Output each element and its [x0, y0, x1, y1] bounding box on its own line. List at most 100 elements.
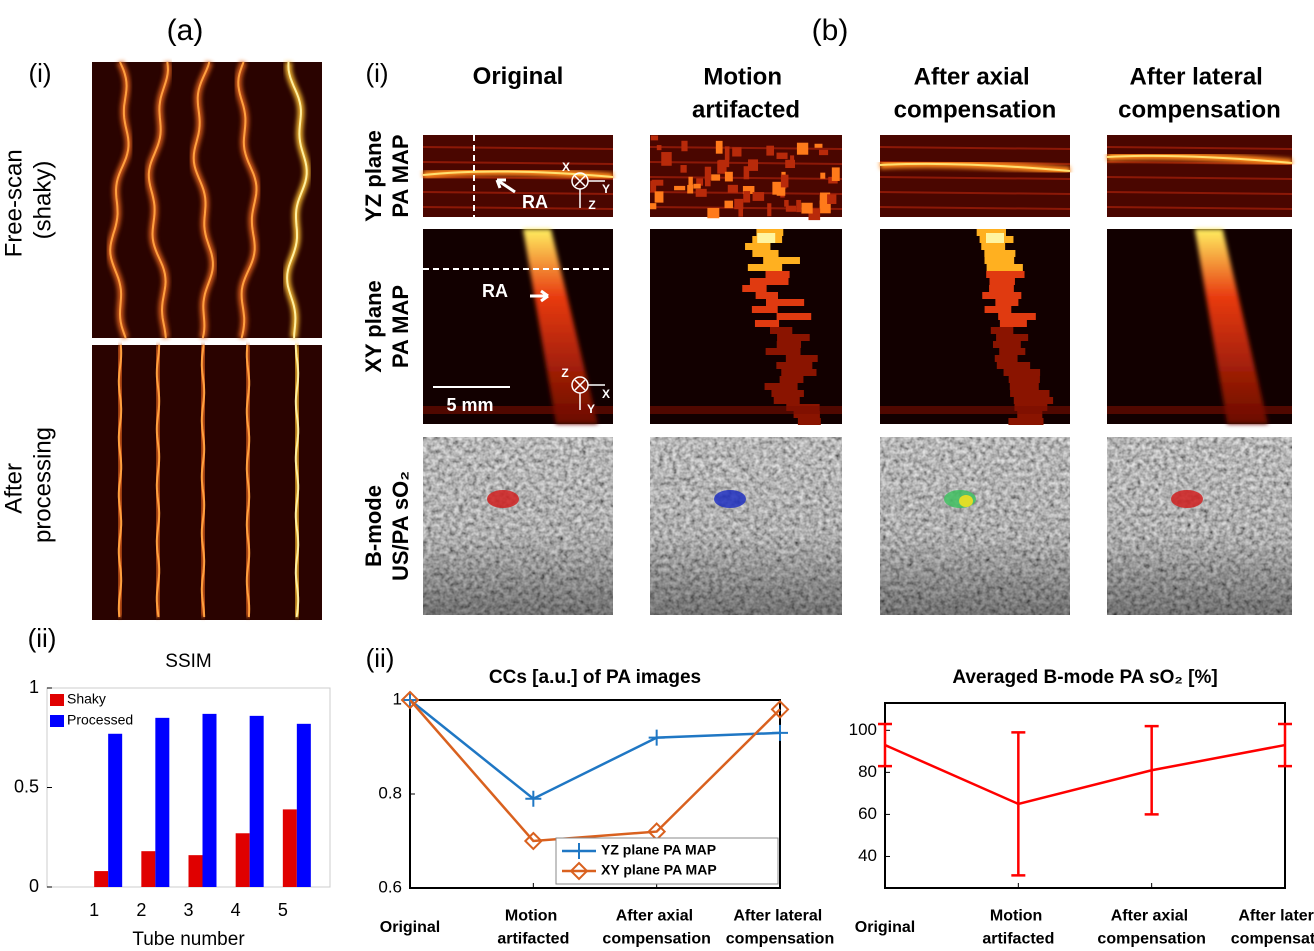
chart-title: CCs [a.u.] of PA images: [489, 667, 701, 688]
xy-block: [786, 355, 818, 362]
xy-block: [987, 264, 1023, 271]
yz-block: [732, 147, 741, 156]
column-header: Original: [473, 63, 564, 90]
xy-block: [1000, 320, 1027, 327]
xy-hot: [986, 233, 1004, 243]
x-axis-label: Tube number: [132, 929, 245, 950]
yz-block: [651, 135, 658, 140]
subpanel-label: (i): [28, 58, 51, 88]
xy-block: [993, 341, 1021, 348]
row-label: YZ plane: [361, 130, 386, 222]
xy-block: [985, 257, 1015, 264]
yz-block: [696, 189, 707, 197]
xy-block: [766, 299, 804, 306]
xy-block: [748, 264, 782, 271]
bar: [283, 809, 297, 887]
x-tick-label: Motion artifacted: [982, 908, 1054, 948]
chart-title: SSIM: [165, 651, 211, 672]
y-tick-label: 80: [858, 762, 877, 781]
y-tick-label: 40: [858, 846, 877, 865]
x-tick-label: Motion artifacted: [497, 908, 569, 948]
x-tick-label: 4: [231, 900, 241, 920]
xy-block: [798, 418, 821, 425]
xy-bottom: [880, 406, 1070, 414]
yz-block: [655, 191, 664, 202]
xy-block: [1008, 418, 1043, 425]
xy-block: [986, 271, 1024, 278]
yz-block: [796, 200, 801, 212]
x-tick-label: Original: [380, 919, 440, 936]
bar: [94, 871, 108, 887]
bar: [108, 734, 122, 887]
xy-block: [990, 278, 1015, 285]
legend-swatch: [50, 694, 64, 706]
xy-block: [750, 278, 789, 285]
yz-block: [725, 172, 733, 182]
yz-block: [785, 160, 795, 168]
bar: [297, 724, 311, 887]
x-tick-label: After lateral compensation: [1231, 908, 1314, 948]
bar: [189, 855, 203, 887]
yz-block: [652, 180, 664, 186]
annotation: Z: [588, 198, 595, 212]
yz-block: [767, 203, 771, 216]
xy-block: [771, 390, 803, 397]
x-tick-label: After axial compensation: [602, 908, 710, 948]
x-tick-label: 5: [278, 900, 288, 920]
yz-block: [693, 184, 700, 189]
column-header: After lateral compensation: [1118, 64, 1281, 124]
x-tick-label: 1: [89, 900, 99, 920]
xy-block: [1009, 376, 1040, 383]
xy-block: [991, 327, 1014, 334]
yz-block: [657, 145, 662, 150]
xy-block: [999, 348, 1025, 355]
x-tick-label: After lateral compensation: [726, 908, 834, 948]
yz-block: [753, 192, 765, 201]
y-tick-label: 0.6: [378, 877, 402, 896]
column-header: Motion artifacted: [692, 64, 800, 124]
row-label: PA MAP: [388, 285, 413, 368]
xy-block: [1010, 383, 1039, 390]
row-label: PA MAP: [388, 134, 413, 217]
xy-block: [1010, 390, 1049, 397]
subpanel-label: (ii): [28, 623, 57, 653]
bar: [236, 833, 250, 887]
xy-block: [998, 313, 1036, 320]
yz-block: [786, 206, 796, 212]
bmode-shade: [880, 437, 1070, 615]
so2-overlay: [959, 495, 973, 507]
xy-block: [755, 320, 779, 327]
xy-block: [777, 313, 812, 320]
annotation: RA: [522, 192, 548, 212]
yz-block: [650, 203, 656, 209]
xy-block: [756, 292, 778, 299]
xy-block: [995, 355, 1018, 362]
xy-block: [781, 369, 816, 376]
yz-block: [681, 141, 687, 151]
xy-block: [989, 285, 1014, 292]
yz-block: [801, 203, 812, 214]
xy-map: [1107, 229, 1292, 424]
xy-block: [982, 292, 1021, 299]
yz-block: [705, 175, 711, 186]
panel-label: (a): [167, 14, 204, 47]
xy-block: [774, 397, 800, 404]
xy-block: [1014, 397, 1053, 404]
y-tick-label: 1: [29, 677, 39, 697]
legend-label: Shaky: [67, 691, 106, 707]
row-label: B-mode: [361, 485, 386, 567]
figure: (a) (b) (i) (i) (ii) (ii) Free-scan (sha…: [0, 0, 1314, 951]
annotation: Y: [587, 402, 595, 416]
xy-block: [763, 257, 800, 264]
row-label: Free-scan (shaky): [1, 143, 57, 258]
bmode-shade: [1107, 437, 1292, 615]
annotation: X: [602, 387, 610, 401]
so2-overlay: [1171, 490, 1203, 508]
legend-label: XY plane PA MAP: [601, 862, 717, 878]
annotation: Z: [561, 366, 568, 380]
yz-block: [674, 186, 685, 190]
yz-block: [711, 174, 720, 180]
xy-block: [780, 376, 804, 383]
yz-block: [707, 208, 719, 218]
yz-block: [661, 152, 671, 166]
